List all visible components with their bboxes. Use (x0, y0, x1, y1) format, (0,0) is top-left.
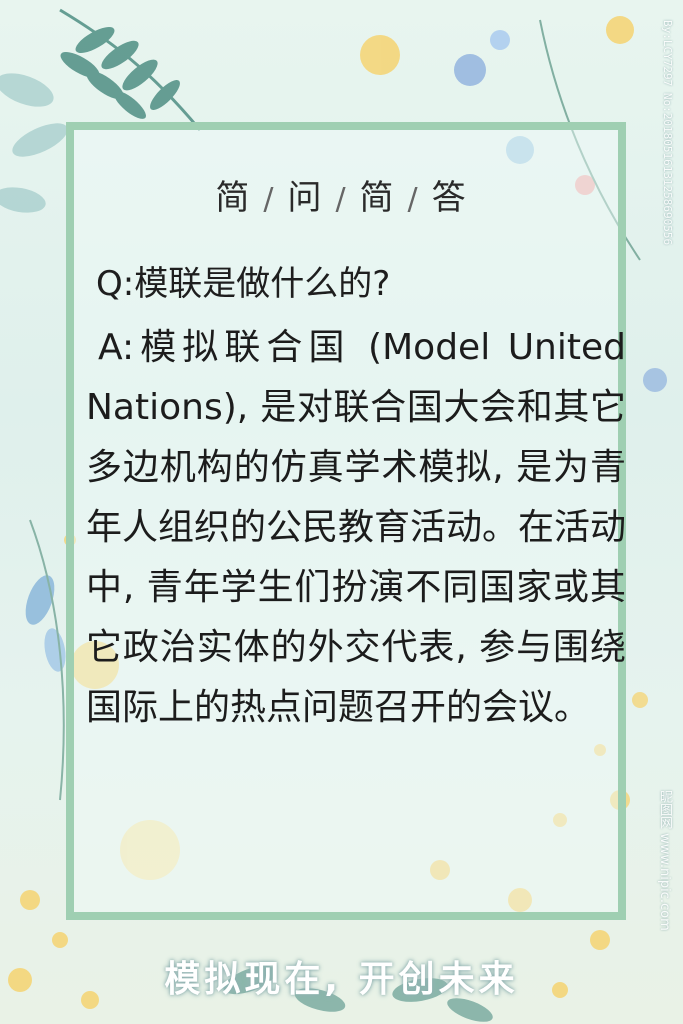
answer-body: A:模拟联合国 (Model United Nations), 是对联合国大会和… (86, 327, 627, 728)
slogan-text: 模拟现在, 开创未来 (164, 959, 519, 1000)
content-frame (66, 122, 626, 920)
title-separator: / (407, 182, 420, 217)
question-text: Q:模联是做什么的? (96, 264, 391, 304)
title-part: 简 (359, 178, 396, 218)
flowers-bottom (8, 820, 610, 1009)
watermark-id: By:LCY7297 No:20180516131258690556 (661, 20, 674, 246)
answer-text: A:模拟联合国 (Model United Nations), 是对联合国大会和… (86, 318, 626, 738)
title-part: 简 (215, 178, 252, 218)
watermark-site: 昵图网 www.nipic.com (657, 790, 672, 931)
leaf-branch-top-left (59, 8, 202, 131)
leaf-cluster-bottom (223, 965, 493, 1022)
title-part: 答 (431, 178, 468, 218)
title-separator: / (335, 182, 348, 217)
title-separator: / (263, 182, 276, 217)
leaf-cluster-left (0, 73, 68, 213)
title-part: 问 (287, 178, 324, 218)
page-title: 简 / 问 / 简 / 答 (0, 170, 683, 219)
flowers-left-middle (25, 519, 119, 801)
